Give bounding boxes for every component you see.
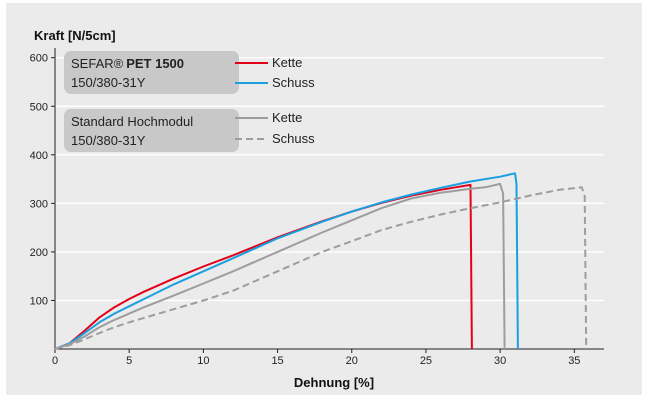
legend-group-1-product-name: PET 1500 xyxy=(126,56,184,71)
series-line-kette-sefar xyxy=(54,183,473,350)
y-tick-label: 600 xyxy=(30,53,48,65)
legend-label-schuss-standard: Schuss xyxy=(272,131,315,146)
y-tick-label: 300 xyxy=(30,198,48,210)
legend-group-1-spec: 150/380-31Y xyxy=(71,75,146,90)
legend-label-kette-sefar: Kette xyxy=(272,55,302,70)
legend-group-box-1 xyxy=(64,51,239,94)
y-tick-label: 500 xyxy=(30,101,48,113)
x-axis-title: Dehnung [%] xyxy=(294,375,374,390)
axes xyxy=(54,48,604,350)
x-tick-label: 15 xyxy=(271,355,283,367)
x-tick-label: 30 xyxy=(494,355,506,367)
legend-group-1-product: SEFAR® PET 1500 xyxy=(71,56,184,71)
series-line-schuss-sefar xyxy=(54,172,519,350)
legend-group-2-product: Standard Hochmodul xyxy=(71,114,193,129)
series-line-kette-standard xyxy=(54,182,506,350)
x-tick-label: 35 xyxy=(568,355,580,367)
legend-group-2-spec: 150/380-31Y xyxy=(71,133,146,148)
y-tick-label: 400 xyxy=(30,150,48,162)
tick-labels: 100 200 300 400 500 600 0 5 10 15 20 25 30 35 xyxy=(30,53,581,367)
legend: SEFAR® PET 1500 150/380-31Y Standard Hoch… xyxy=(64,51,315,152)
legend-group-1-prefix: SEFAR® xyxy=(71,56,124,71)
legend-label-kette-standard: Kette xyxy=(272,110,302,125)
y-tick-label: 100 xyxy=(30,295,48,307)
legend-group-box-2 xyxy=(64,109,239,152)
gridlines xyxy=(55,57,604,302)
series-line-schuss-standard xyxy=(54,186,588,350)
series-lines xyxy=(54,172,588,350)
x-tick-label: 5 xyxy=(126,355,132,367)
x-tick-label: 0 xyxy=(52,355,58,367)
legend-label-schuss-sefar: Schuss xyxy=(272,75,315,90)
x-tick-label: 20 xyxy=(346,355,358,367)
x-tick-label: 10 xyxy=(197,355,209,367)
y-axis-title: Kraft [N/5cm] xyxy=(34,28,116,43)
y-tick-label: 200 xyxy=(30,247,48,259)
x-tick-label: 25 xyxy=(420,355,432,367)
